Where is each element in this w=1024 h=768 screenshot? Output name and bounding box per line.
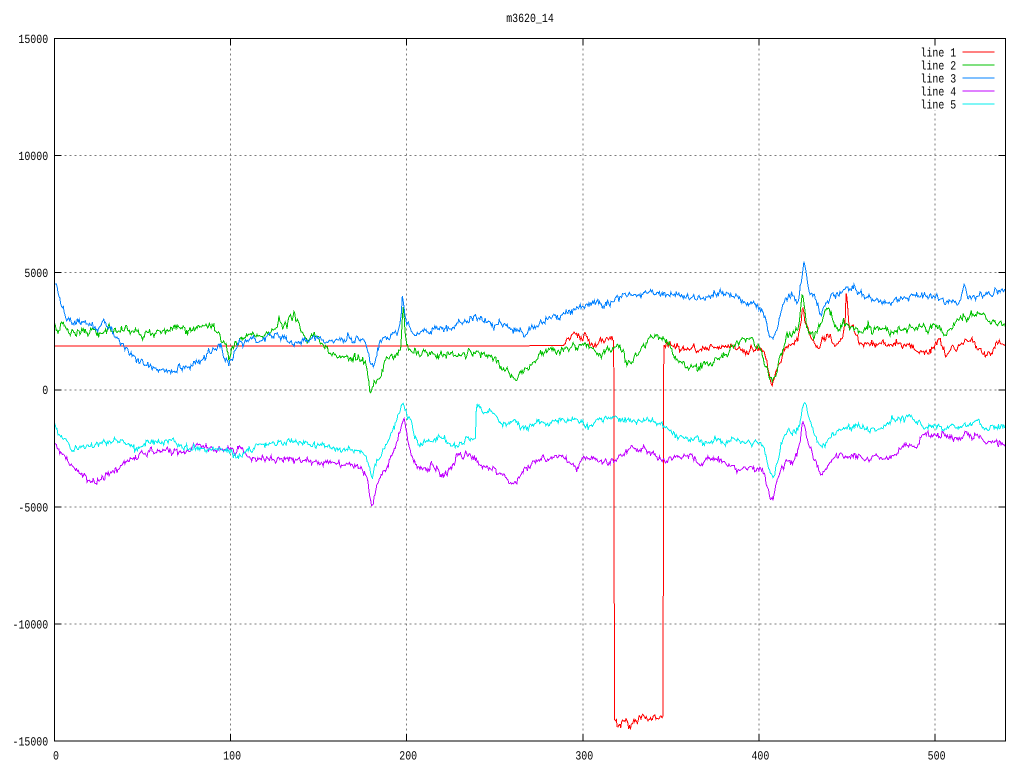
svg-text:400: 400	[751, 750, 769, 764]
svg-text:0: 0	[42, 384, 48, 398]
svg-text:-10000: -10000	[13, 618, 49, 632]
svg-text:200: 200	[399, 750, 417, 764]
svg-text:300: 300	[575, 750, 593, 764]
svg-text:10000: 10000	[18, 150, 48, 164]
svg-text:line 3: line 3	[921, 72, 957, 86]
svg-text:100: 100	[223, 750, 241, 764]
svg-text:-5000: -5000	[18, 501, 48, 515]
svg-text:line 1: line 1	[921, 46, 957, 60]
svg-text:5000: 5000	[24, 267, 48, 281]
svg-text:500: 500	[928, 750, 946, 764]
svg-text:0: 0	[53, 750, 59, 764]
svg-text:line 2: line 2	[921, 59, 957, 73]
svg-text:line 4: line 4	[921, 85, 957, 99]
svg-text:15000: 15000	[18, 33, 48, 47]
svg-text:line 5: line 5	[921, 98, 957, 112]
svg-text:-15000: -15000	[13, 736, 49, 750]
svg-text:m3620_14: m3620_14	[506, 12, 554, 26]
